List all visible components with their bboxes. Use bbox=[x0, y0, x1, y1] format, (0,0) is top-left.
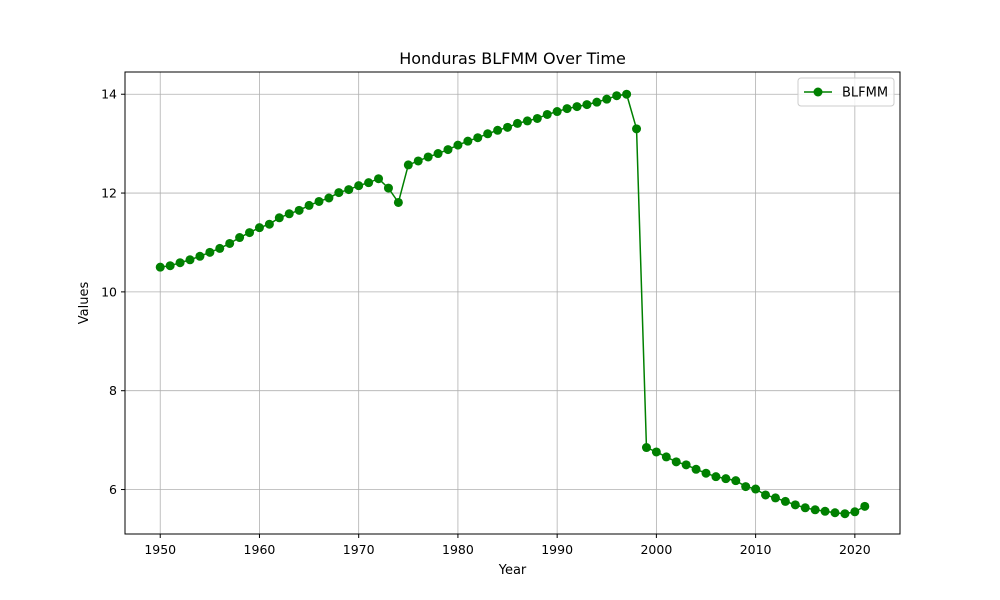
plot-frame bbox=[124, 71, 901, 535]
y-tick-label: 6 bbox=[109, 482, 117, 497]
y-axis-ticks: 6 8 10 12 14 bbox=[101, 87, 125, 497]
data-point bbox=[820, 506, 830, 516]
data-point bbox=[433, 149, 443, 159]
data-point bbox=[800, 503, 810, 513]
data-point bbox=[314, 196, 324, 206]
data-point bbox=[354, 181, 364, 191]
data-point bbox=[701, 468, 711, 478]
y-tick-label: 8 bbox=[109, 383, 117, 398]
grid-lines bbox=[125, 72, 900, 534]
data-point bbox=[770, 493, 780, 503]
data-point bbox=[463, 136, 473, 146]
data-point bbox=[711, 472, 721, 482]
x-axis-ticks: 1950 1960 1970 1980 1990 2000 2010 2020 bbox=[144, 534, 871, 557]
data-point bbox=[493, 125, 503, 135]
data-point bbox=[512, 118, 522, 128]
data-point bbox=[522, 116, 532, 126]
y-tick-label: 10 bbox=[101, 284, 117, 299]
legend-marker-swatch bbox=[813, 87, 823, 97]
data-point bbox=[443, 145, 453, 155]
data-point bbox=[294, 205, 304, 215]
data-point bbox=[334, 188, 344, 198]
data-point bbox=[671, 457, 681, 467]
data-point bbox=[651, 447, 661, 457]
legend-entry-blfmm: BLFMM bbox=[842, 86, 888, 101]
data-point bbox=[304, 200, 314, 210]
data-point bbox=[195, 251, 205, 261]
data-point bbox=[860, 501, 870, 511]
data-point bbox=[562, 104, 572, 114]
data-point bbox=[215, 243, 225, 253]
data-point bbox=[641, 443, 651, 453]
series-layer bbox=[155, 89, 870, 519]
data-point bbox=[393, 197, 403, 207]
x-tick-label: 1990 bbox=[541, 542, 573, 557]
data-point bbox=[423, 152, 433, 162]
data-point bbox=[542, 109, 552, 119]
data-point bbox=[245, 228, 255, 238]
data-point bbox=[403, 160, 413, 170]
data-point bbox=[205, 247, 215, 257]
x-tick-label: 2000 bbox=[640, 542, 672, 557]
data-point bbox=[155, 262, 165, 272]
data-point bbox=[374, 174, 384, 184]
data-point bbox=[254, 223, 264, 233]
data-point bbox=[731, 476, 741, 486]
data-point bbox=[274, 213, 284, 223]
data-point bbox=[324, 193, 334, 203]
data-point bbox=[552, 107, 562, 117]
data-point bbox=[780, 496, 790, 506]
data-point bbox=[661, 452, 671, 462]
y-tick-label: 14 bbox=[101, 87, 117, 102]
data-point bbox=[790, 500, 800, 510]
data-point bbox=[503, 122, 513, 132]
x-tick-label: 2020 bbox=[839, 542, 871, 557]
data-point bbox=[383, 183, 393, 193]
data-point bbox=[721, 474, 731, 484]
data-point bbox=[453, 140, 463, 150]
y-tick-label: 12 bbox=[101, 186, 117, 201]
data-point bbox=[622, 89, 632, 99]
data-point bbox=[344, 185, 354, 195]
data-point bbox=[741, 482, 751, 492]
data-point bbox=[225, 238, 235, 248]
data-point bbox=[850, 507, 860, 517]
x-tick-label: 1960 bbox=[244, 542, 276, 557]
data-point bbox=[284, 209, 294, 219]
x-axis-label: Year bbox=[498, 563, 527, 578]
x-tick-label: 1970 bbox=[343, 542, 375, 557]
data-point bbox=[612, 91, 622, 101]
data-point bbox=[761, 490, 771, 500]
y-axis-label: Values bbox=[77, 282, 92, 325]
data-point bbox=[364, 178, 374, 188]
data-point bbox=[810, 505, 820, 515]
x-tick-label: 2010 bbox=[740, 542, 772, 557]
data-point bbox=[483, 129, 493, 139]
data-point bbox=[235, 233, 245, 243]
data-point bbox=[751, 484, 761, 494]
data-point bbox=[840, 509, 850, 519]
data-point bbox=[582, 100, 592, 110]
chart-title: Honduras BLFMM Over Time bbox=[399, 49, 626, 68]
data-point bbox=[413, 156, 423, 166]
data-point bbox=[264, 219, 274, 229]
data-point bbox=[691, 464, 701, 474]
data-point bbox=[165, 261, 175, 271]
data-point bbox=[681, 460, 691, 470]
x-tick-label: 1950 bbox=[144, 542, 176, 557]
x-tick-label: 1980 bbox=[442, 542, 474, 557]
data-point bbox=[632, 124, 642, 134]
legend-box bbox=[797, 77, 895, 107]
data-point bbox=[572, 102, 582, 112]
data-point bbox=[532, 113, 542, 123]
data-point bbox=[592, 97, 602, 107]
data-point bbox=[830, 508, 840, 518]
data-point bbox=[473, 133, 483, 143]
data-point bbox=[602, 94, 612, 104]
data-point bbox=[175, 258, 185, 268]
data-point bbox=[185, 255, 195, 265]
legend: BLFMM bbox=[797, 77, 895, 107]
